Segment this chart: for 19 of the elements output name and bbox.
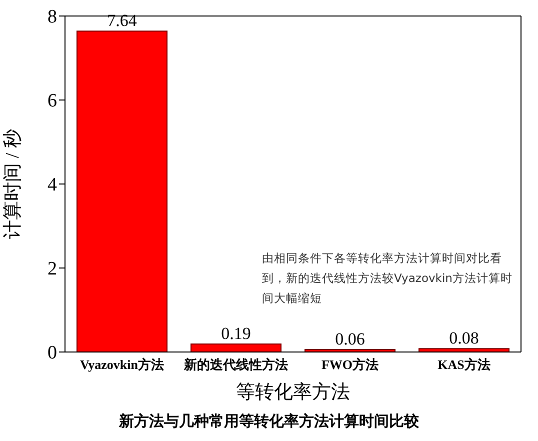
bar (190, 344, 282, 352)
y-tick-label: 6 (48, 90, 57, 112)
x-tick-label: 新的迭代线性方法 (183, 357, 288, 372)
y-tick-label: 4 (48, 174, 58, 196)
bar (76, 30, 168, 352)
x-tick-label: KAS方法 (438, 357, 490, 372)
bar (418, 348, 510, 352)
x-tick-label: Vyazovkin方法 (80, 357, 164, 372)
data-label: 0.06 (335, 329, 365, 348)
data-label: 0.19 (221, 324, 251, 344)
annotation: 由相同条件下各等转化率方法计算时间对比看到，新的迭代线性方法较Vyazovkin方法计算时间大幅缩短 (262, 250, 514, 307)
y-tick-label: 2 (48, 258, 57, 280)
y-axis-title: 计算时间 / 秒 (2, 129, 24, 239)
x-axis-title: 等转化率方法 (236, 381, 350, 403)
x-tick-label: FWO方法 (321, 357, 379, 372)
y-tick-label: 0 (48, 342, 57, 364)
y-tick-label: 8 (48, 6, 57, 28)
text: 新方法与几种常用等转化率方法计算时间比较 (118, 412, 420, 431)
data-label: 0.08 (449, 328, 479, 348)
